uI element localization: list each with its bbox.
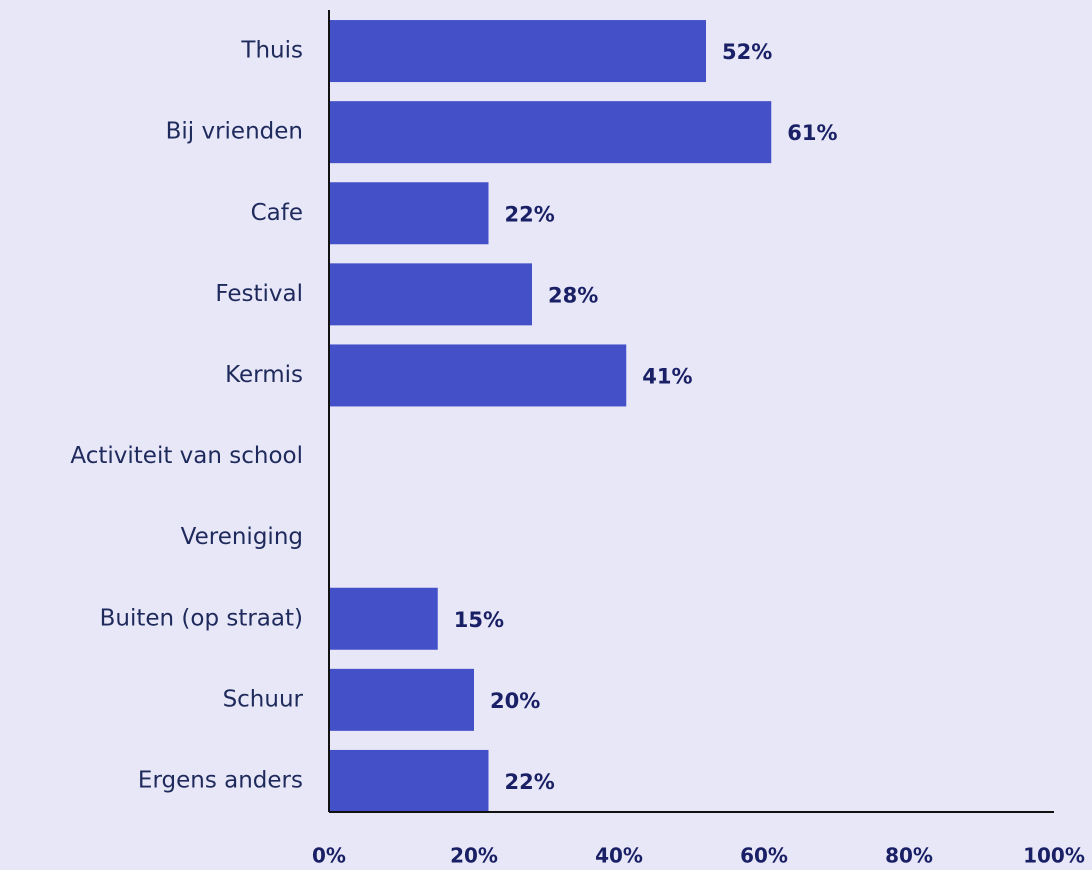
x-tick-label: 100% — [1023, 844, 1085, 868]
bar — [329, 263, 532, 326]
x-tick-label: 80% — [885, 844, 933, 868]
y-tick-label: Festival — [215, 281, 303, 307]
bar — [329, 182, 489, 245]
bar — [329, 20, 706, 83]
y-tick-label: Activiteit van school — [70, 443, 303, 469]
bar — [329, 668, 474, 731]
data-label: 61% — [787, 121, 837, 145]
x-tick-label: 40% — [595, 844, 643, 868]
y-tick-label: Kermis — [225, 362, 303, 388]
y-tick-label: Cafe — [251, 200, 303, 226]
bar — [329, 101, 772, 164]
y-tick-label: Buiten (op straat) — [100, 605, 303, 631]
data-label: 15% — [454, 608, 504, 632]
y-tick-label: Ergens anders — [138, 767, 303, 793]
x-tick-label: 60% — [740, 844, 788, 868]
data-label: 28% — [548, 283, 598, 307]
y-tick-label: Bij vrienden — [166, 119, 303, 145]
data-label: 20% — [490, 689, 540, 713]
data-label: 52% — [722, 40, 772, 64]
x-tick-label: 20% — [450, 844, 498, 868]
bar — [329, 587, 438, 650]
x-tick-label: 0% — [312, 844, 346, 868]
y-tick-label: Schuur — [223, 686, 304, 712]
data-label: 22% — [505, 202, 555, 226]
y-tick-label: Vereniging — [181, 524, 303, 550]
bar — [329, 344, 627, 407]
bar — [329, 749, 489, 812]
y-tick-label: Thuis — [240, 38, 303, 64]
data-label: 22% — [505, 770, 555, 794]
data-label: 41% — [642, 364, 692, 388]
